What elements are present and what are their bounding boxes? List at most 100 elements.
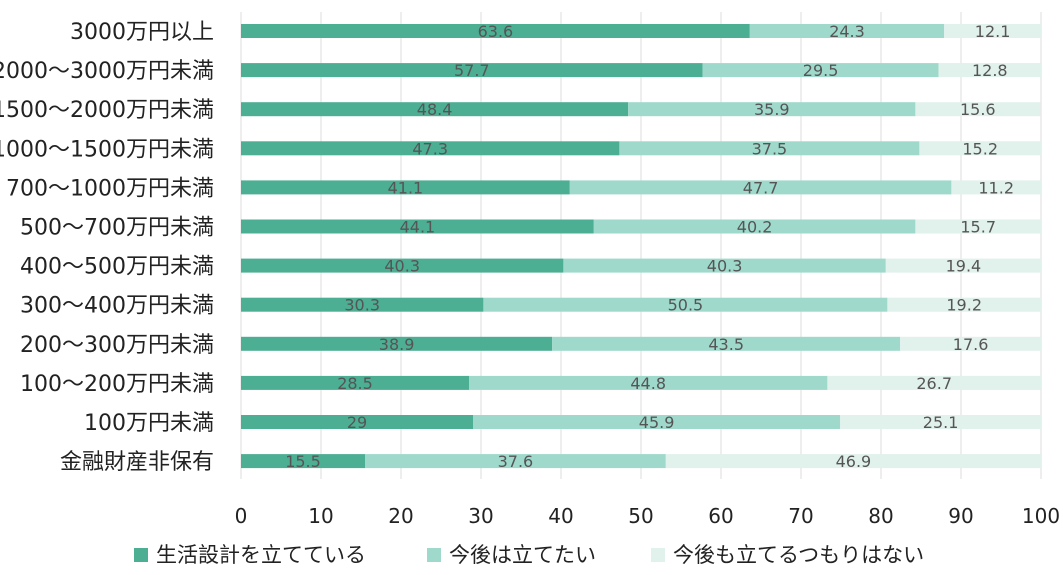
- bar-segment: [241, 180, 570, 195]
- bar-segment: [938, 63, 1041, 78]
- data-label: 12.1: [975, 22, 1011, 41]
- data-label: 43.5: [708, 335, 744, 354]
- data-label: 11.2: [978, 178, 1014, 197]
- data-label: 47.3: [412, 139, 448, 158]
- x-tick-label: 100: [1022, 504, 1060, 528]
- x-tick-label: 80: [868, 504, 893, 528]
- bar-segment: [951, 180, 1041, 195]
- bar-segment: [840, 415, 1041, 429]
- bar-segment: [241, 102, 629, 117]
- data-label: 44.1: [400, 218, 436, 237]
- legend-label: 生活設計を立てている: [156, 543, 366, 567]
- legend-swatch: [134, 548, 148, 562]
- bar-segment: [241, 297, 484, 312]
- bar-segment: [552, 336, 901, 351]
- bar-segment: [619, 141, 920, 156]
- data-label: 57.7: [454, 61, 490, 80]
- bar-segment: [241, 219, 594, 234]
- data-label: 28.5: [337, 374, 373, 393]
- data-label: 40.3: [707, 257, 743, 276]
- data-label: 44.8: [630, 374, 666, 393]
- bar-segment: [887, 297, 1041, 312]
- bar-segment: [628, 102, 916, 117]
- data-label: 15.2: [962, 139, 998, 158]
- bar-segment: [563, 258, 886, 273]
- data-label: 48.4: [417, 100, 453, 119]
- category-label: 100万円未満: [84, 411, 214, 436]
- bar-segment: [241, 141, 620, 156]
- data-label: 29.5: [803, 61, 839, 80]
- legend-swatch: [427, 548, 441, 562]
- data-label: 30.3: [344, 296, 380, 315]
- bar-segment: [241, 24, 750, 38]
- bar-segment: [241, 415, 473, 429]
- data-label: 15.6: [960, 100, 996, 119]
- data-label: 19.4: [946, 257, 982, 276]
- data-label: 29: [347, 413, 367, 432]
- legend-label: 今後は立てたい: [449, 543, 596, 567]
- data-label: 15.7: [960, 218, 996, 237]
- data-label: 63.6: [478, 22, 514, 41]
- bar-segment: [827, 375, 1041, 390]
- category-label: 100～200万円未満: [20, 372, 214, 397]
- x-tick-label: 60: [708, 504, 733, 528]
- bar-segment: [915, 102, 1041, 117]
- x-tick-label: 50: [628, 504, 653, 528]
- bar-segment: [900, 336, 1041, 351]
- x-tick-label: 30: [468, 504, 493, 528]
- x-tick-label: 40: [548, 504, 573, 528]
- category-label: 2000～3000万円未満: [0, 59, 214, 84]
- legend-label: 今後も立てるつもりはない: [673, 543, 924, 567]
- data-label: 24.3: [829, 22, 865, 41]
- data-label: 47.7: [743, 178, 779, 197]
- data-label: 35.9: [754, 100, 790, 119]
- bar-segment: [569, 180, 952, 195]
- bar-segment: [241, 336, 553, 351]
- data-label: 26.7: [916, 374, 952, 393]
- category-label: 1500～2000万円未満: [0, 98, 214, 123]
- category-label: 3000万円以上: [70, 20, 214, 45]
- category-label: 500～700万円未満: [20, 216, 214, 241]
- bar-segment: [241, 63, 703, 78]
- data-label: 37.5: [752, 139, 788, 158]
- x-tick-label: 0: [235, 504, 248, 528]
- category-label: 200～300万円未満: [20, 333, 214, 358]
- data-label: 40.3: [384, 257, 420, 276]
- data-label: 15.5: [285, 452, 321, 471]
- x-tick-label: 10: [308, 504, 333, 528]
- category-label: 300～400万円未満: [20, 294, 214, 319]
- bar-segment: [593, 219, 916, 234]
- category-label: 700～1000万円未満: [6, 176, 214, 201]
- bar-segment: [473, 415, 841, 429]
- data-label: 50.5: [668, 296, 704, 315]
- bar-segment: [944, 24, 1041, 38]
- data-label: 45.9: [639, 413, 675, 432]
- bar-segment: [665, 454, 1041, 469]
- data-label: 37.6: [498, 452, 534, 471]
- bar-segment: [469, 375, 828, 390]
- legend-swatch: [651, 548, 665, 562]
- data-label: 25.1: [923, 413, 959, 432]
- bar-segment: [885, 258, 1041, 273]
- bar-segment: [915, 219, 1041, 234]
- bar-segment: [749, 24, 945, 38]
- bar-segment: [702, 63, 939, 78]
- data-label: 12.8: [972, 61, 1008, 80]
- data-label: 41.1: [388, 178, 424, 197]
- data-label: 40.2: [737, 218, 773, 237]
- data-label: 19.2: [946, 296, 982, 315]
- bar-segment: [365, 454, 666, 469]
- data-label: 17.6: [953, 335, 989, 354]
- bar-segment: [241, 258, 564, 273]
- data-label: 38.9: [379, 335, 415, 354]
- category-label: 400～500万円未満: [20, 255, 214, 280]
- bar-segment: [919, 141, 1041, 156]
- bar-segment: [483, 297, 888, 312]
- bar-segment: [241, 375, 469, 390]
- category-label: 金融財産非保有: [60, 450, 214, 475]
- x-tick-label: 90: [948, 504, 973, 528]
- category-label: 1000～1500万円未満: [0, 137, 214, 162]
- x-tick-label: 20: [388, 504, 413, 528]
- data-label: 46.9: [836, 452, 872, 471]
